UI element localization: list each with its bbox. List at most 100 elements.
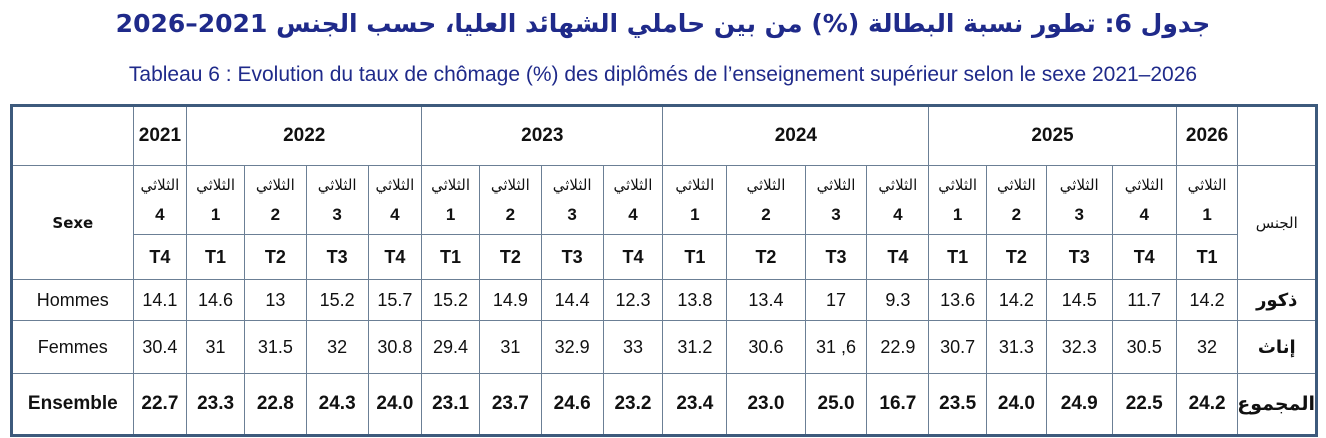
value-cell: 30.4 xyxy=(132,320,188,374)
value-cell: 14.4 xyxy=(540,279,604,321)
trimestre-ar-label: الثلاثي xyxy=(1059,176,1099,194)
value-cell: 24.6 xyxy=(540,373,604,436)
value-cell: 17 xyxy=(804,279,868,321)
quarter-number: 3 xyxy=(332,205,342,224)
quarter-ar-cell: الثلاثي 4 xyxy=(866,165,930,235)
value-cell: 14.6 xyxy=(186,279,245,321)
trimestre-ar-label: الثلاثي xyxy=(196,176,236,194)
year-header: 2023 xyxy=(421,105,664,166)
value-cell: 14.5 xyxy=(1045,279,1113,321)
trimestre-ar-label: الثلاثي xyxy=(255,176,295,194)
quarter-ar-cell: الثلاثي 4 xyxy=(367,165,423,235)
title-french: Tableau 6 : Evolution du taux de chômage… xyxy=(128,63,1198,86)
value-cell: 25.0 xyxy=(804,373,868,436)
value-cell: 23.5 xyxy=(928,373,988,436)
corner-cell xyxy=(11,105,134,166)
quarter-number: 4 xyxy=(155,205,165,224)
quarter-number: 2 xyxy=(761,205,771,224)
value-cell: 32 xyxy=(305,320,369,374)
value-cell: 13.6 xyxy=(928,279,988,321)
quarter-ar-cell: الثلاثي 2 xyxy=(243,165,307,235)
quarter-number: 1 xyxy=(210,205,221,224)
value-cell: 24.0 xyxy=(986,373,1047,436)
table-row: Ensemble 22.7 23.3 22.8 24.3 24.0 23.1 23.7 24.6… xyxy=(11,373,1317,436)
year-header: 2025 xyxy=(928,105,1177,166)
value-cell: 22.9 xyxy=(866,320,930,374)
quarter-number: 3 xyxy=(567,205,577,224)
trimestre-ar-label: الثلاثي xyxy=(375,176,415,194)
quarter-ar-cell: الثلاثي 4 xyxy=(132,165,188,235)
quarter-ar-row: Sexe الثلاثي 4 الثلاثي 1 الثلاثي 2 الثلاثي 3 الثل… xyxy=(11,165,1317,280)
value-cell: 13.4 xyxy=(726,279,806,321)
quarter-ar-cell: الثلاثي 1 xyxy=(421,165,480,235)
quarter-number: 1 xyxy=(1202,205,1212,224)
trimestre-ar-label: الثلاثي xyxy=(552,176,592,194)
jins-label: الجنس xyxy=(1237,165,1317,280)
sexe-label: Sexe xyxy=(11,165,134,280)
value-cell: 14.2 xyxy=(1175,279,1239,321)
value-cell: 23.1 xyxy=(421,373,480,436)
value-cell: 31 ,6 xyxy=(804,320,868,374)
quarter-t-label: T2 xyxy=(986,234,1047,280)
row-label-fr: Femmes xyxy=(11,320,134,374)
quarter-t-label: T4 xyxy=(367,234,423,280)
value-cell: 31 xyxy=(186,320,245,374)
value-cell: 23.3 xyxy=(186,373,245,436)
quarter-t-row: T4 T1 T2 T3 T4 T1 T2 T3 T4 T1 T2 T3 T4 T1 T2 T3 T4 T1 xyxy=(12,234,1317,280)
quarter-ar-cell: الثلاثي 2 xyxy=(726,165,806,235)
quarter-ar-cell: الثلاثي 1 xyxy=(928,165,988,235)
value-cell: 14.2 xyxy=(986,279,1047,321)
year-header-row: 2021 2022 2023 2024 2025 2026 xyxy=(11,105,1317,166)
trimestre-ar-label: الثلاثي xyxy=(996,176,1036,194)
quarter-number: 1 xyxy=(952,205,963,224)
quarter-t-label: T3 xyxy=(1045,234,1113,280)
table-row: Femmes 30.4 31 31.5 32 30.8 29.4 31 32.9 33 31.2 30… xyxy=(11,320,1317,374)
quarter-t-label: T2 xyxy=(243,234,307,280)
value-cell: 22.5 xyxy=(1111,373,1177,436)
year-header: 2022 xyxy=(186,105,423,166)
quarter-t-label: T2 xyxy=(726,234,806,280)
unemployment-table: 2021 2022 2023 2024 2025 2026 Sexe الثلاثي 4 الثل… xyxy=(10,104,1318,437)
trimestre-ar-label: الثلاثي xyxy=(938,176,978,194)
trimestre-ar-label: الثلاثي xyxy=(140,176,180,194)
quarter-number: 4 xyxy=(390,205,400,224)
trimestre-ar-label: الثلاثي xyxy=(1124,176,1164,194)
quarter-t-label: T1 xyxy=(1175,234,1239,280)
quarter-t-label: T4 xyxy=(866,234,930,280)
value-cell: 31.5 xyxy=(243,320,307,374)
trimestre-ar-label: الثلاثي xyxy=(675,176,715,194)
trimestre-ar-label: الثلاثي xyxy=(878,176,918,194)
quarter-number: 2 xyxy=(270,205,281,224)
quarter-t-label: T4 xyxy=(1111,234,1177,280)
quarter-t-label: T1 xyxy=(662,234,728,280)
row-label-fr: Hommes xyxy=(11,279,134,321)
row-label-fr: Ensemble xyxy=(11,373,134,436)
year-header: 2021 xyxy=(132,105,188,166)
value-cell: 15.2 xyxy=(305,279,369,321)
value-cell: 30.8 xyxy=(367,320,423,374)
value-cell: 30.7 xyxy=(928,320,988,374)
value-cell: 31.3 xyxy=(986,320,1047,374)
value-cell: 24.0 xyxy=(367,373,423,436)
title-arabic: جدول 6: تطور نسبة البطالة (%) من بين حام… xyxy=(115,9,1211,38)
value-cell: 31.2 xyxy=(662,320,728,374)
value-cell: 32.3 xyxy=(1045,320,1113,374)
value-cell: 23.7 xyxy=(478,373,542,436)
quarter-t-label: T3 xyxy=(804,234,868,280)
quarter-ar-cell: الثلاثي 4 xyxy=(602,165,664,235)
value-cell: 30.6 xyxy=(726,320,806,374)
value-cell: 9.3 xyxy=(866,279,930,321)
trimestre-ar-label: الثلاثي xyxy=(431,176,471,194)
quarter-number: 2 xyxy=(1011,205,1022,224)
quarter-ar-cell: الثلاثي 2 xyxy=(986,165,1047,235)
row-label-ar: المجموع xyxy=(1237,373,1317,436)
quarter-ar-cell: الثلاثي 3 xyxy=(1045,165,1113,235)
quarter-number: 1 xyxy=(690,205,700,224)
trimestre-ar-label: الثلاثي xyxy=(490,176,530,194)
quarter-t-label: T4 xyxy=(602,234,664,280)
quarter-ar-cell: الثلاثي 3 xyxy=(305,165,369,235)
row-label-ar: إناث xyxy=(1237,320,1317,374)
value-cell: 13 xyxy=(243,279,307,321)
quarter-number: 1 xyxy=(445,205,456,224)
quarter-number: 4 xyxy=(628,205,638,224)
